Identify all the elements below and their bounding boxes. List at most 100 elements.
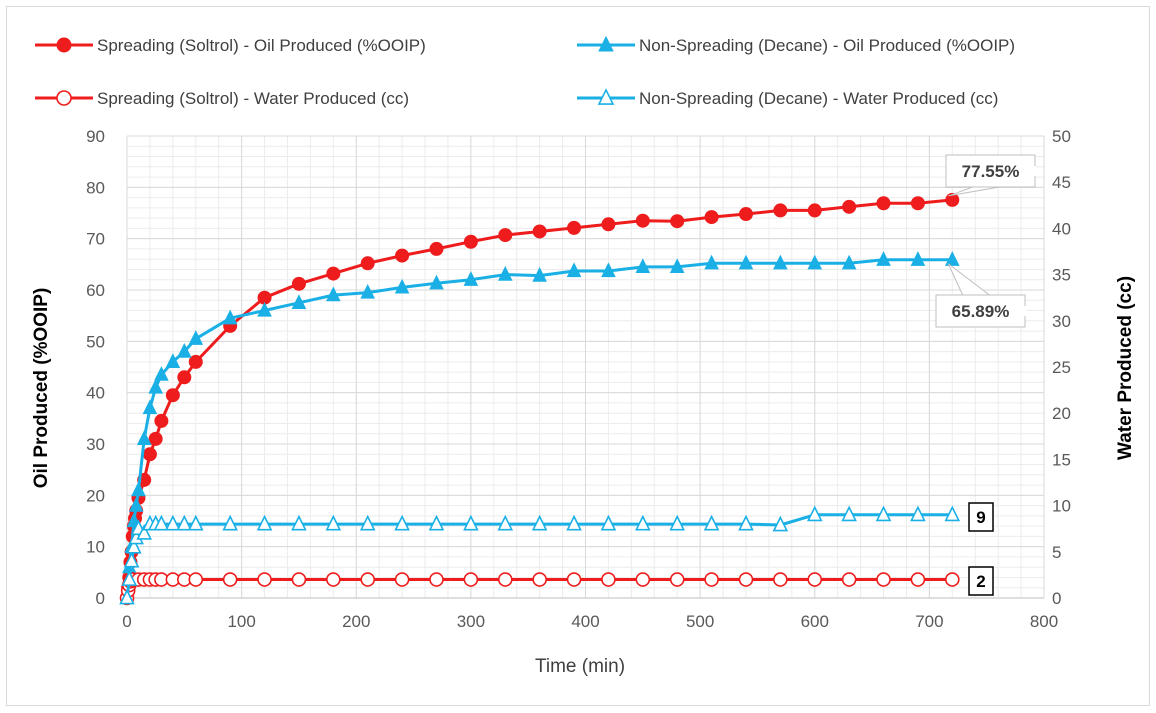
- data-point: [635, 514, 651, 531]
- data-point: [291, 572, 307, 587]
- y-tick-label: 40: [86, 384, 105, 403]
- data-point: [498, 228, 513, 243]
- data-point: [738, 514, 754, 531]
- data-point: [359, 514, 376, 531]
- data-point: [165, 353, 181, 368]
- legend-label: Non-Spreading (Decane) - Water Produced …: [639, 89, 998, 108]
- data-point: [670, 214, 685, 229]
- data-point: [944, 572, 960, 587]
- y2-tick-label: 30: [1052, 312, 1071, 331]
- data-point: [566, 262, 582, 278]
- end-value-label: 2: [976, 572, 985, 591]
- x-tick-label: 800: [1030, 612, 1058, 631]
- data-point: [257, 301, 272, 317]
- data-point: [463, 572, 479, 587]
- data-point: [165, 388, 180, 403]
- data-point: [497, 514, 514, 531]
- data-point: [773, 203, 788, 218]
- legend-label: Spreading (Soltrol) - Water Produced (cc…: [97, 89, 409, 108]
- data-point: [326, 572, 341, 587]
- data-point: [704, 572, 719, 587]
- data-point: [876, 572, 891, 587]
- y2-axis-title: Water Produced (cc): [1115, 276, 1136, 460]
- data-point: [136, 430, 152, 445]
- y2-tick-label: 45: [1052, 173, 1071, 192]
- data-point: [567, 220, 582, 235]
- series-4: [119, 505, 961, 605]
- y2-tick-label: 40: [1052, 219, 1071, 238]
- data-point: [945, 192, 960, 207]
- data-point: [291, 276, 306, 291]
- data-point: [841, 572, 857, 587]
- legend-entry: Non-Spreading (Decane) - Oil Produced (%…: [577, 35, 1015, 55]
- data-point: [532, 267, 547, 282]
- data-point: [806, 505, 823, 522]
- y2-tick-label: 15: [1052, 450, 1071, 469]
- data-point: [176, 514, 193, 531]
- legend-label: Non-Spreading (Decane) - Oil Produced (%…: [639, 36, 1015, 55]
- data-point: [428, 514, 445, 531]
- data-point: [944, 251, 960, 266]
- data-point: [56, 90, 72, 106]
- data-point: [704, 254, 719, 270]
- data-point: [154, 366, 169, 381]
- y2-tick-label: 5: [1052, 543, 1061, 562]
- data-point: [165, 514, 181, 531]
- end-value-label: 9: [976, 508, 985, 527]
- data-point: [875, 505, 892, 522]
- data-point: [497, 572, 513, 587]
- data-point: [772, 515, 789, 532]
- legend: Spreading (Soltrol) - Oil Produced (%OOI…: [35, 35, 1015, 108]
- data-point: [463, 514, 479, 531]
- data-point: [142, 399, 158, 415]
- data-point: [910, 196, 925, 211]
- data-point: [257, 572, 272, 587]
- data-point: [394, 514, 410, 531]
- x-tick-label: 0: [122, 612, 131, 631]
- x-axis-title: Time (min): [535, 656, 625, 677]
- data-point: [177, 370, 192, 385]
- data-point: [807, 203, 822, 218]
- y-tick-label: 70: [86, 230, 105, 249]
- y-tick-label: 10: [86, 538, 105, 557]
- legend-entry: Spreading (Soltrol) - Oil Produced (%OOI…: [35, 36, 426, 55]
- data-point: [738, 207, 753, 222]
- data-point: [807, 254, 823, 270]
- y-tick-label: 80: [86, 178, 105, 197]
- data-point: [597, 88, 615, 105]
- data-point: [128, 497, 144, 512]
- data-point: [738, 572, 754, 587]
- data-point: [222, 514, 238, 531]
- data-point: [131, 481, 146, 497]
- data-point: [566, 514, 582, 531]
- y-tick-label: 20: [86, 486, 105, 505]
- end-label-spreading-water: 2: [968, 566, 994, 596]
- data-point: [395, 248, 410, 263]
- data-point: [188, 572, 204, 587]
- data-point: [532, 224, 547, 239]
- data-point: [463, 271, 479, 286]
- data-point: [187, 514, 204, 531]
- annotations: 77.55% 65.89% 9 2: [935, 154, 1036, 596]
- data-point: [635, 213, 650, 228]
- x-tick-label: 200: [342, 612, 370, 631]
- x-tick-label: 300: [457, 612, 485, 631]
- data-point: [842, 199, 857, 214]
- data-point: [126, 537, 142, 554]
- callout-label: 77.55%: [962, 162, 1020, 181]
- data-point: [148, 431, 163, 446]
- end-label-nonspreading-water: 9: [968, 502, 994, 532]
- data-point: [669, 572, 685, 587]
- data-point: [910, 505, 926, 522]
- data-point: [807, 572, 823, 587]
- data-point: [136, 524, 152, 540]
- end-value-box: [968, 566, 994, 596]
- data-point: [497, 266, 513, 281]
- data-point: [222, 309, 238, 325]
- callout-pointer: [947, 263, 991, 296]
- x-tick-label: 100: [227, 612, 255, 631]
- data-point: [773, 572, 788, 587]
- x-tick-label: 400: [571, 612, 599, 631]
- data-point: [326, 266, 341, 281]
- legend-entry: Non-Spreading (Decane) - Water Produced …: [577, 88, 998, 108]
